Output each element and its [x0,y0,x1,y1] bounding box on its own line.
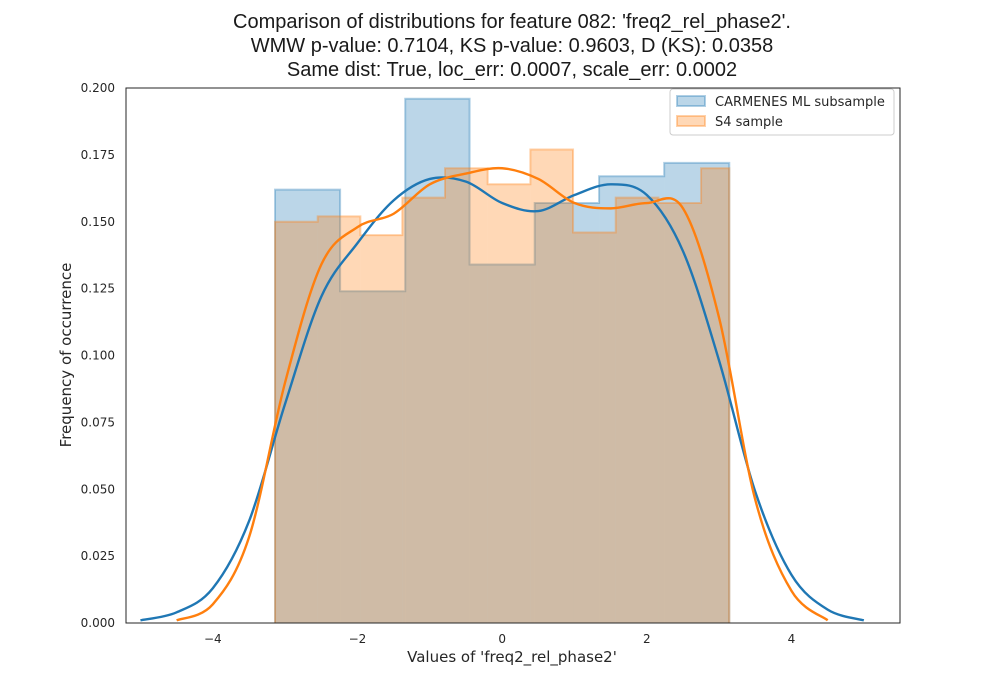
x-tick-label-0: −4 [204,632,222,646]
title-line-3: Same dist: True, loc_err: 0.0007, scale_… [287,59,737,81]
hist-bar-s4-6 [530,149,574,623]
title-line-2: WMW p-value: 0.7104, KS p-value: 0.9603,… [251,35,773,57]
hist-bar-s4-8 [615,197,659,624]
hist-bar-carmenes-5 [599,176,665,623]
x-axis-ticks: −4 −2 0 2 4 [204,632,795,646]
x-tick-label-4: 4 [788,632,796,646]
hist-bar-carmenes-3 [469,264,535,623]
y-axis-label: Frequency of occurrence [57,263,75,448]
legend: CARMENES ML subsample S4 sample [669,88,895,136]
y-tick-label-8: 0.200 [81,81,115,95]
x-tick-label-3: 2 [643,632,651,646]
x-tick-label-1: −2 [349,632,367,646]
chart-title: Comparison of distributions for feature … [233,11,791,81]
hist-bar-carmenes-2 [405,98,470,623]
hist-bar-s4-9 [658,203,702,623]
hist-bar-s4-0 [275,221,318,623]
hist-outline-s4 [274,148,731,623]
legend-label-s4: S4 sample [715,115,783,130]
y-tick-label-3: 0.075 [81,415,115,429]
y-tick-label-1: 0.025 [81,549,115,563]
hist-bar-s4-7 [573,232,616,623]
hist-bar-s4-2 [360,235,403,623]
title-line-1: Comparison of distributions for feature … [233,11,791,33]
kde-layer [140,166,865,622]
y-tick-label-7: 0.175 [81,148,115,162]
kde-line-s4 [176,166,829,622]
plot-frame [125,87,901,624]
legend-frame [669,88,895,136]
y-tick-label-5: 0.125 [81,282,115,296]
y-axis-ticks: 0.000 0.025 0.050 0.075 0.100 0.125 0.150 0.175… [81,81,115,630]
y-tick-label-4: 0.100 [81,349,115,363]
hist-bar-s4-10 [701,168,730,623]
legend-swatch-carmenes [676,95,706,107]
x-axis-label: Values of 'freq2_rel_phase2' [407,648,617,667]
hist-outline-carmenes [274,97,731,623]
hist-bar-carmenes-1 [340,291,406,623]
histogram-layer [274,97,731,624]
hist-bar-carmenes-0 [275,189,341,623]
y-tick-label-6: 0.150 [81,215,115,229]
hist-bar-s4-4 [445,168,488,623]
hist-bar-carmenes-4 [534,203,600,623]
y-tick-label-0: 0.000 [81,616,115,630]
hist-bar-s4-1 [317,216,361,623]
hist-bar-s4-5 [487,184,531,624]
x-tick-label-2: 0 [498,632,506,646]
legend-label-carmenes: CARMENES ML subsample [715,95,885,110]
hist-bar-s4-3 [402,197,446,624]
y-tick-label-2: 0.050 [81,482,115,496]
legend-swatch-s4 [676,115,706,127]
